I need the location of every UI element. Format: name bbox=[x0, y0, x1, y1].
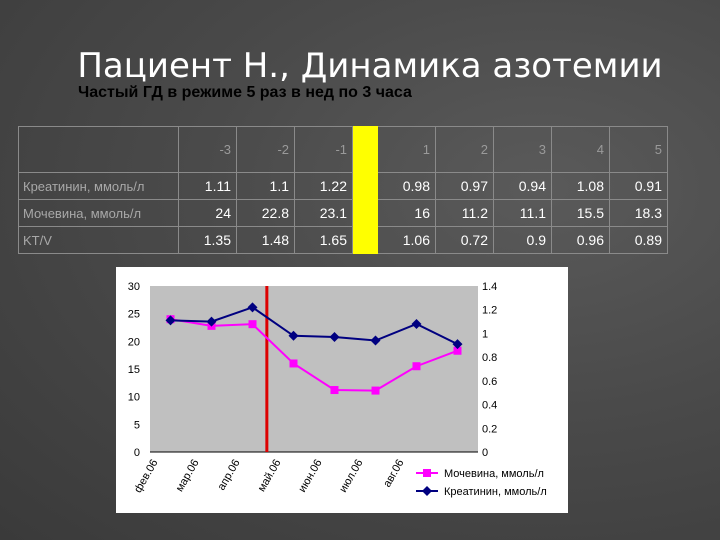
table-header-row: -3 -2 -1 1 2 3 4 5 bbox=[18, 126, 668, 173]
plot-area bbox=[150, 286, 478, 452]
left-axis-tick-label: 30 bbox=[128, 281, 140, 293]
table-cell: 0.91 bbox=[609, 172, 668, 200]
highlight-cell bbox=[352, 126, 378, 173]
header-cell: 2 bbox=[435, 126, 494, 173]
left-axis-tick-label: 15 bbox=[128, 364, 140, 376]
row-label: KT/V bbox=[18, 226, 179, 254]
right-axis-tick-label: 0 bbox=[482, 447, 488, 459]
header-cell: 4 bbox=[551, 126, 610, 173]
table-cell: 0.96 bbox=[551, 226, 610, 254]
series-line bbox=[170, 318, 458, 392]
highlight-cell bbox=[352, 172, 378, 200]
right-axis-tick-label: 1 bbox=[482, 328, 488, 340]
table-row-creatinine: Креатинин, ммоль/л 1.11 1.1 1.22 0.98 0.… bbox=[18, 172, 668, 200]
left-axis-tick-label: 20 bbox=[128, 336, 140, 348]
legend-label: Мочевина, ммоль/л bbox=[444, 468, 544, 480]
table-cell: 1.35 bbox=[178, 226, 237, 254]
data-point bbox=[411, 318, 422, 329]
right-axis-tick-label: 1.2 bbox=[482, 305, 497, 317]
table-cell: 18.3 bbox=[609, 199, 668, 227]
table-corner-cell bbox=[18, 126, 179, 173]
data-point bbox=[371, 386, 380, 395]
data-point bbox=[165, 315, 176, 326]
table-cell: 0.9 bbox=[493, 226, 552, 254]
table-cell: 22.8 bbox=[236, 199, 295, 227]
data-point bbox=[288, 330, 299, 341]
table-row-ktv: KT/V 1.35 1.48 1.65 1.06 0.72 0.9 0.96 0… bbox=[18, 226, 668, 254]
table-cell: 1.65 bbox=[294, 226, 353, 254]
data-table: -3 -2 -1 1 2 3 4 5 Креатинин, ммоль/л 1.… bbox=[18, 126, 668, 254]
data-point bbox=[289, 359, 298, 368]
table-cell: 23.1 bbox=[294, 199, 353, 227]
table-cell: 0.89 bbox=[609, 226, 668, 254]
legend-marker bbox=[423, 469, 431, 477]
table-cell: 1.48 bbox=[236, 226, 295, 254]
table-cell: 24 bbox=[178, 199, 237, 227]
data-point bbox=[247, 302, 258, 313]
table-cell: 1.22 bbox=[294, 172, 353, 200]
table-cell: 0.94 bbox=[493, 172, 552, 200]
data-point bbox=[452, 339, 463, 350]
left-axis-tick-label: 10 bbox=[128, 392, 140, 404]
row-label: Мочевина, ммоль/л bbox=[18, 199, 179, 227]
page-subtitle: Частый ГД в режиме 5 раз в нед по 3 часа bbox=[78, 84, 412, 101]
table-cell: 11.1 bbox=[493, 199, 552, 227]
table-cell: 0.72 bbox=[435, 226, 494, 254]
right-axis-tick-label: 1.4 bbox=[482, 281, 497, 293]
header-cell: -2 bbox=[236, 126, 295, 173]
legend-label: Креатинин, ммоль/л bbox=[444, 486, 547, 498]
highlight-cell bbox=[352, 199, 378, 227]
data-point bbox=[330, 386, 339, 395]
table-cell: 11.2 bbox=[435, 199, 494, 227]
data-point bbox=[248, 320, 257, 329]
data-point bbox=[370, 335, 381, 346]
left-axis-tick-label: 0 bbox=[134, 447, 140, 459]
table-cell: 0.98 bbox=[377, 172, 436, 200]
row-label: Креатинин, ммоль/л bbox=[18, 172, 179, 200]
left-axis-tick-label: 5 bbox=[134, 419, 140, 431]
highlight-cell bbox=[352, 226, 378, 254]
right-axis-tick-label: 0.2 bbox=[482, 423, 497, 435]
table-cell: 15.5 bbox=[551, 199, 610, 227]
header-cell: 3 bbox=[493, 126, 552, 173]
right-axis-tick-label: 0.4 bbox=[482, 400, 497, 412]
table-cell: 16 bbox=[377, 199, 436, 227]
data-point bbox=[329, 331, 340, 342]
left-axis-tick-label: 25 bbox=[128, 309, 140, 321]
header-cell: 5 bbox=[609, 126, 668, 173]
data-point bbox=[453, 346, 462, 355]
right-axis-tick-label: 0.8 bbox=[482, 352, 497, 364]
data-point bbox=[206, 316, 217, 327]
series-line bbox=[170, 306, 458, 345]
table-cell: 1.11 bbox=[178, 172, 237, 200]
table-cell: 0.97 bbox=[435, 172, 494, 200]
table-cell: 1.06 bbox=[377, 226, 436, 254]
right-axis-tick-label: 0.6 bbox=[482, 376, 497, 388]
header-cell: -1 bbox=[294, 126, 353, 173]
header-cell: 1 bbox=[377, 126, 436, 173]
data-point bbox=[412, 362, 421, 371]
table-row-urea: Мочевина, ммоль/л 24 22.8 23.1 16 11.2 1… bbox=[18, 199, 668, 227]
table-cell: 1.1 bbox=[236, 172, 295, 200]
page-title: Пациент Н., Динамика азотемии bbox=[77, 46, 663, 86]
header-cell: -3 bbox=[178, 126, 237, 173]
table-cell: 1.08 bbox=[551, 172, 610, 200]
legend-marker bbox=[422, 486, 432, 496]
